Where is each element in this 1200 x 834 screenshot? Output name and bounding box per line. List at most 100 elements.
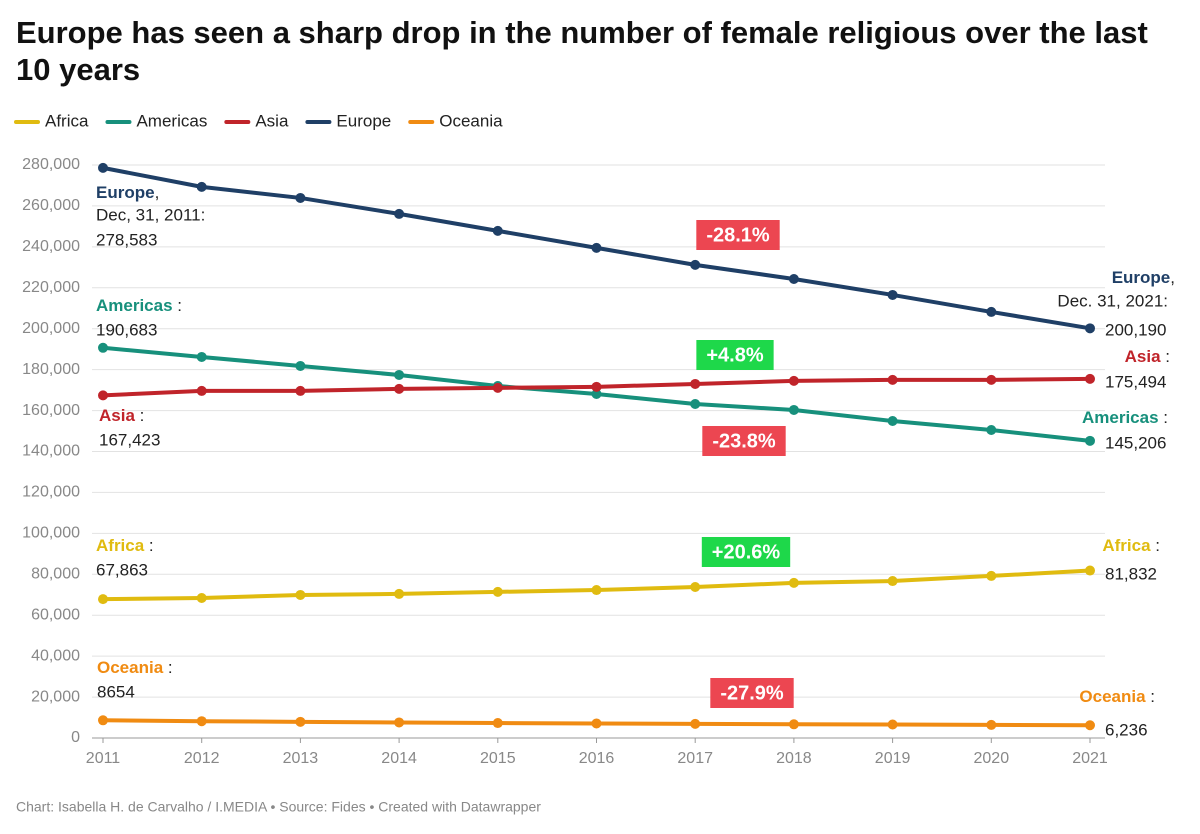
value-label: 145,206 bbox=[1105, 433, 1166, 452]
value-label: 175,494 bbox=[1105, 372, 1166, 391]
series-name: Africa bbox=[96, 536, 145, 555]
label-suffix: : bbox=[173, 296, 182, 315]
value-label: 200,190 bbox=[1105, 320, 1166, 339]
end-label: Oceania : bbox=[1079, 687, 1155, 706]
change-badge bbox=[702, 426, 786, 456]
point bbox=[591, 381, 602, 392]
end-label: Asia : bbox=[1125, 347, 1170, 366]
end-label: Europe, bbox=[1112, 268, 1175, 287]
point bbox=[492, 225, 503, 236]
series-name: Americas bbox=[96, 296, 173, 315]
point bbox=[788, 719, 799, 730]
point bbox=[492, 586, 503, 597]
y-tick-label: 280,000 bbox=[22, 156, 80, 173]
start-date: Dec, 31, 2011: bbox=[96, 205, 205, 224]
y-tick-label: 40,000 bbox=[31, 647, 80, 664]
y-tick-label: 140,000 bbox=[22, 443, 80, 460]
x-tick-label: 2019 bbox=[875, 750, 911, 767]
change-badge bbox=[701, 537, 791, 567]
point bbox=[98, 162, 108, 173]
label-suffix: : bbox=[144, 536, 153, 555]
point bbox=[295, 716, 306, 727]
x-tick-label: 2011 bbox=[86, 750, 121, 767]
point bbox=[295, 360, 306, 371]
point bbox=[98, 342, 108, 353]
point bbox=[986, 374, 997, 385]
end-label: Africa : bbox=[1102, 536, 1160, 555]
y-tick-label: 260,000 bbox=[22, 197, 80, 214]
x-tick-label: 2017 bbox=[677, 750, 713, 767]
x-tick-label: 2013 bbox=[283, 750, 319, 767]
value-label: 190,683 bbox=[96, 320, 157, 339]
start-label: Europe, bbox=[96, 183, 159, 202]
x-tick-label: 2021 bbox=[1072, 750, 1108, 767]
point bbox=[394, 588, 405, 599]
change-label: -27.9% bbox=[720, 682, 784, 704]
y-tick-label: 180,000 bbox=[22, 361, 80, 378]
point bbox=[196, 716, 207, 727]
point bbox=[394, 208, 405, 219]
value-label: 67,863 bbox=[96, 560, 148, 579]
y-tick-label: 220,000 bbox=[22, 279, 80, 296]
value-label: 278,583 bbox=[96, 230, 157, 249]
y-tick-label: 0 bbox=[71, 729, 80, 746]
point bbox=[788, 375, 799, 386]
point bbox=[492, 718, 503, 729]
point bbox=[1085, 435, 1095, 446]
x-tick-label: 2015 bbox=[480, 750, 516, 767]
y-tick-label: 60,000 bbox=[31, 606, 80, 623]
change-label: +20.6% bbox=[712, 541, 781, 563]
series-name: Asia bbox=[1125, 347, 1161, 366]
legend-label: Asia bbox=[255, 111, 289, 130]
start-label: Americas : bbox=[96, 296, 182, 315]
point bbox=[887, 719, 898, 730]
change-badge bbox=[710, 678, 794, 708]
point bbox=[690, 581, 701, 592]
point bbox=[98, 594, 108, 605]
x-tick-label: 2018 bbox=[776, 750, 812, 767]
value-label: 6,236 bbox=[1105, 720, 1148, 739]
point bbox=[492, 382, 503, 393]
point bbox=[394, 717, 405, 728]
point bbox=[98, 390, 108, 401]
value-label: 8654 bbox=[97, 682, 135, 701]
change-badge bbox=[696, 340, 774, 370]
start-label: Africa : bbox=[96, 536, 154, 555]
x-tick-label: 2012 bbox=[184, 750, 220, 767]
y-tick-label: 80,000 bbox=[31, 566, 80, 583]
series-name: Oceania bbox=[97, 658, 164, 677]
change-label: -23.8% bbox=[712, 430, 776, 452]
y-tick-label: 120,000 bbox=[22, 484, 80, 501]
legend-label: Americas bbox=[136, 111, 207, 130]
point bbox=[591, 718, 602, 729]
point bbox=[196, 593, 207, 604]
series-name: Africa bbox=[1102, 536, 1151, 555]
point bbox=[295, 589, 306, 600]
end-date: Dec. 31, 2021: bbox=[1057, 291, 1168, 310]
series-name: Europe bbox=[96, 183, 155, 202]
point bbox=[1085, 720, 1095, 731]
series-name: Europe bbox=[1112, 268, 1171, 287]
footer: Chart: Isabella H. de Carvalho / I.MEDIA… bbox=[16, 799, 541, 815]
y-tick-label: 240,000 bbox=[22, 238, 80, 255]
start-label: Asia : bbox=[99, 406, 144, 425]
label-suffix: , bbox=[155, 183, 160, 202]
label-suffix: , bbox=[1170, 268, 1175, 287]
point bbox=[690, 399, 701, 410]
change-badge bbox=[696, 220, 780, 250]
y-tick-label: 200,000 bbox=[22, 320, 80, 337]
point bbox=[591, 585, 602, 596]
point bbox=[788, 577, 799, 588]
legend-label: Oceania bbox=[439, 111, 503, 130]
x-tick-label: 2020 bbox=[974, 750, 1010, 767]
point bbox=[887, 576, 898, 587]
point bbox=[394, 369, 405, 380]
legend-label: Africa bbox=[45, 111, 89, 130]
point bbox=[887, 416, 898, 427]
y-tick-label: 20,000 bbox=[31, 688, 80, 705]
point bbox=[690, 718, 701, 729]
point bbox=[196, 385, 207, 396]
series-name: Oceania bbox=[1079, 687, 1146, 706]
